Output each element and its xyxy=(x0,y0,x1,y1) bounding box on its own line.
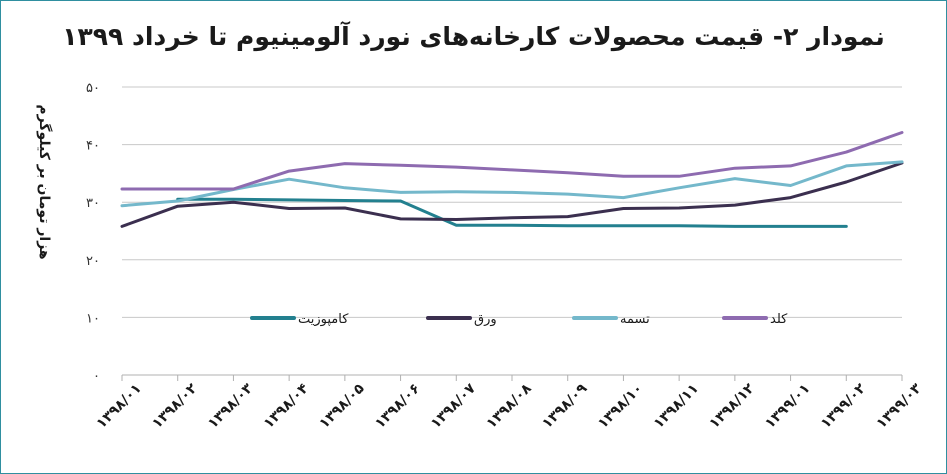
y-tick-label: ۳۰ xyxy=(86,196,100,211)
x-tick-label: ۱۳۹۸/۰۱ xyxy=(94,381,145,432)
x-tick-label: ۱۳۹۸/۰۶ xyxy=(372,381,423,432)
series-line xyxy=(120,131,904,191)
x-tick-label: ۱۳۹۸/۰۷ xyxy=(428,380,480,432)
gridlines xyxy=(122,86,902,318)
x-tick-label: ۱۳۹۹/۰۲ xyxy=(818,380,870,432)
y-tick-label: ۲۰ xyxy=(86,254,100,269)
x-tick-label: ۱۳۹۹/۰۱ xyxy=(762,381,813,432)
x-axis xyxy=(121,374,903,381)
x-tick-label: ۱۳۹۸/۰۸ xyxy=(484,380,536,432)
y-tick-label: ۵۰ xyxy=(86,81,100,96)
legend-label: کلد xyxy=(770,312,788,327)
x-tick-labels: ۱۳۹۸/۰۱ ۱۳۹۸/۰۲ ۱۳۹۸/۰۳ ۱۳۹۸/۰۴ ۱۳۹۸/۰۵ ۱۳۹۸/… xyxy=(94,380,926,432)
x-tick-label: ۱۳۹۸/۱۱ xyxy=(651,381,702,432)
x-tick-label: ۱۳۹۸/۰۲ xyxy=(149,380,201,432)
x-tick-label: ۱۳۹۸/۰۹ xyxy=(539,380,591,432)
x-tick-label: ۱۳۹۸/۰۵ xyxy=(316,380,368,432)
series-line xyxy=(120,161,904,228)
legend: کامپوزیت ورق تسمه کلد xyxy=(250,312,788,327)
y-tick-labels: ۰ ۱۰ ۲۰ ۳۰ ۴۰ ۵۰ xyxy=(86,81,100,384)
x-tick-label: ۱۳۹۸/۱۲ xyxy=(706,380,758,432)
series-lines xyxy=(120,131,904,228)
x-tick-label: ۱۳۹۹/۰۳ xyxy=(874,380,926,432)
y-tick-label: ۰ xyxy=(93,369,100,384)
x-tick-label: ۱۳۹۸/۱۰ xyxy=(595,381,646,432)
legend-label: ورق xyxy=(474,312,497,327)
series-line xyxy=(176,197,848,228)
x-tick-label: ۱۳۹۸/۰۴ xyxy=(261,380,313,432)
legend-label: تسمه xyxy=(620,312,650,327)
legend-label: کامپوزیت xyxy=(298,312,349,327)
chart-title: نمودار ۲- قیمت محصولات کارخانه‌های نورد … xyxy=(62,22,885,51)
y-tick-label: ۱۰ xyxy=(86,311,100,326)
y-tick-label: ۴۰ xyxy=(86,139,100,154)
x-tick-label: ۱۳۹۸/۰۳ xyxy=(205,380,257,432)
